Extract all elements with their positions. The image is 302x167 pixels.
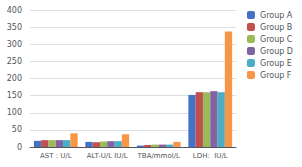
svg-text:150: 150 [7,91,22,100]
svg-text:Group D: Group D [260,47,293,56]
svg-text:250: 250 [7,57,22,66]
svg-text:Group F: Group F [260,71,292,80]
svg-text:Group B: Group B [260,23,292,32]
svg-text:400: 400 [7,6,22,15]
svg-text:Group C: Group C [260,35,293,44]
svg-text:100: 100 [7,108,22,117]
svg-text:LDH: IU/L: LDH: IU/L [193,152,228,160]
svg-text:Group E: Group E [260,59,292,68]
svg-text:ALT-U/L IU/L: ALT-U/L IU/L [87,152,128,160]
svg-text:200: 200 [7,74,22,83]
svg-text:350: 350 [7,23,22,32]
svg-text:TBA/mmol/L: TBA/mmol/L [137,152,180,160]
svg-text:Group A: Group A [260,11,293,20]
svg-text:0: 0 [17,143,22,152]
svg-text:AST : U/L: AST : U/L [40,152,72,160]
svg-text:50: 50 [12,125,22,134]
svg-text:300: 300 [7,40,22,49]
